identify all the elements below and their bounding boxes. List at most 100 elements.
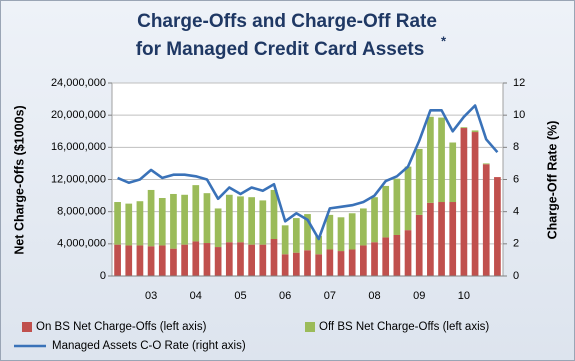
bar-segment	[292, 218, 300, 253]
bar-segment	[360, 245, 367, 276]
bar-segment	[326, 214, 334, 250]
legend-swatch	[22, 322, 32, 332]
x-tick-label: 06	[279, 290, 291, 302]
y-tick-label: 16,000,000	[51, 141, 106, 153]
bar-segment	[427, 116, 434, 203]
bar-segment	[181, 194, 188, 245]
bar-segment	[494, 177, 501, 276]
bar-segment	[125, 245, 133, 276]
bar-segment	[114, 244, 121, 276]
bar-segment	[136, 201, 144, 246]
bar-segment	[460, 127, 468, 129]
bar-segment	[225, 194, 233, 243]
x-tick-label: 07	[324, 290, 336, 302]
bar-segment	[337, 217, 345, 252]
bar-segment	[348, 249, 356, 276]
bar-segment	[371, 197, 378, 243]
bar-segment	[382, 237, 390, 276]
bar-segment	[415, 214, 423, 276]
bar-segment	[404, 230, 412, 276]
x-tick-label: 05	[234, 290, 246, 302]
bar-segment	[304, 214, 311, 251]
bar-segment	[292, 252, 300, 276]
bar-segment	[192, 185, 200, 242]
bar-segment	[438, 117, 445, 203]
bar-segment	[415, 148, 423, 215]
bar-segment	[304, 250, 311, 276]
bar-segment	[393, 178, 401, 235]
bar-segment	[270, 189, 278, 240]
x-tick-label: 09	[413, 290, 425, 302]
bar-segment	[248, 244, 255, 276]
legend-swatch	[305, 322, 315, 332]
bar-segment	[382, 185, 390, 238]
bar-segment	[147, 189, 155, 247]
y-tick-label: 24,000,000	[51, 77, 106, 89]
bar-segment	[214, 247, 222, 276]
y2-tick-label: 0	[513, 270, 519, 282]
y2-axis-title: Charge-Off Rate (%)	[545, 121, 559, 240]
bar-segment	[237, 242, 244, 276]
x-tick-label: 08	[368, 290, 380, 302]
y2-tick-label: 8	[513, 141, 519, 153]
y-tick-label: 12,000,000	[51, 173, 106, 185]
bar-segment	[449, 202, 457, 276]
legend-label: Off BS Net Charge-Offs (left axis)	[319, 321, 489, 333]
y-tick-label: 8,000,000	[57, 206, 106, 218]
bar-segment	[237, 196, 244, 243]
y-tick-label: 20,000,000	[51, 109, 106, 121]
bar-segment	[170, 248, 177, 276]
legend-label: On BS Net Charge-Offs (left axis)	[36, 321, 207, 333]
rate-line	[117, 104, 499, 241]
chart-title-line: Charge-Offs and Charge-Off Rate	[137, 11, 437, 32]
bar-segment	[482, 164, 490, 276]
bar-segment	[147, 246, 155, 276]
y-tick-label: 0	[100, 270, 106, 282]
title-note: *	[441, 33, 447, 48]
bar-segment	[192, 241, 200, 276]
bar-segment	[471, 132, 479, 276]
bar-segment	[348, 213, 356, 250]
bar-segment	[270, 239, 278, 276]
bar-segment	[248, 197, 255, 245]
bar-segment	[203, 243, 211, 276]
bar-segment	[471, 130, 479, 133]
bar-segment	[259, 244, 267, 276]
y2-tick-label: 4	[513, 206, 519, 218]
x-tick-label: 04	[190, 290, 202, 302]
y2-tick-label: 2	[513, 238, 519, 250]
bar-segment	[158, 197, 166, 246]
bar-segment	[114, 202, 121, 245]
legend-label: Managed Assets C-O Rate (right axis)	[52, 340, 246, 352]
bar-segment	[225, 242, 233, 276]
bar-segment	[449, 142, 457, 203]
bar-segment	[371, 242, 378, 276]
y2-tick-label: 6	[513, 173, 519, 185]
bar-segment	[170, 193, 177, 249]
bar-segment	[203, 193, 211, 244]
y-tick-label: 4,000,000	[57, 238, 106, 250]
bar-segment	[438, 202, 445, 276]
bar-segment	[315, 235, 323, 255]
y-axis-title: Net Charge-Offs ($1000s)	[12, 105, 26, 254]
y2-tick-label: 10	[513, 109, 525, 121]
chart-title-line: for Managed Credit Card Assets	[136, 39, 425, 60]
bar-segment	[482, 163, 490, 165]
bar-segment	[125, 203, 133, 246]
bar-segment	[181, 244, 188, 276]
bar-segment	[326, 249, 334, 276]
x-tick-label: 10	[458, 290, 470, 302]
x-tick-label: 03	[145, 290, 157, 302]
bar-segment	[281, 254, 289, 276]
bar-segment	[214, 208, 222, 248]
bar-segment	[393, 234, 401, 276]
bar-segment	[136, 245, 144, 276]
y2-tick-label: 12	[513, 77, 525, 89]
bar-segment	[158, 245, 166, 276]
bar-segment	[404, 166, 412, 231]
bar-segment	[259, 200, 267, 245]
bar-segment	[337, 251, 345, 276]
bar-segment	[360, 208, 367, 246]
bar-segment	[427, 202, 434, 276]
